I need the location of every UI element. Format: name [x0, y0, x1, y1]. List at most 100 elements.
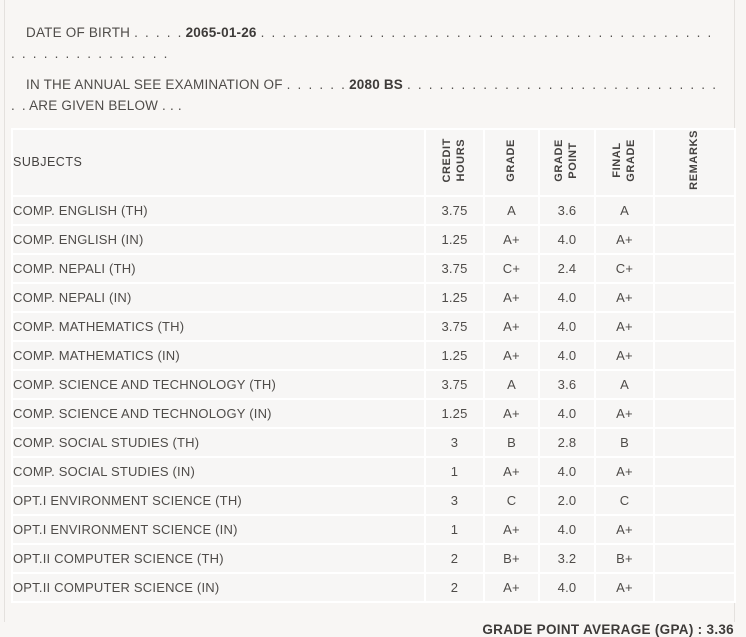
- final-grade-cell: C: [594, 484, 655, 516]
- remarks-cell: [653, 571, 736, 603]
- grade-point-cell: 4.0: [538, 513, 596, 545]
- remarks-label: REMARKS: [687, 130, 700, 190]
- final-grade-cell: B: [594, 426, 655, 458]
- exam-leader-dots-after: . . . . . . . . . . . . . . . . . . . . …: [11, 77, 717, 113]
- grade-cell: B+: [483, 542, 540, 574]
- table-row: OPT.II COMPUTER SCIENCE (TH) 2 B+ 3.2 B+: [11, 542, 736, 574]
- final-grade-cell: C+: [594, 252, 655, 284]
- gpa-label: GRADE POINT AVERAGE (GPA) :: [482, 621, 707, 637]
- grade-cell: B: [483, 426, 540, 458]
- credit-cell: 1: [424, 513, 485, 545]
- grade-cell: A+: [483, 397, 540, 429]
- grade-cell: A+: [483, 310, 540, 342]
- subject-cell: OPT.II COMPUTER SCIENCE (IN): [11, 571, 426, 603]
- grades-table: SUBJECTS CREDIT HOURS GRADE GRADE POINT …: [11, 128, 736, 603]
- grade-cell: A+: [483, 281, 540, 313]
- exam-line: IN THE ANNUAL SEE EXAMINATION OF . . . .…: [11, 74, 722, 116]
- final-grade-cell: A: [594, 194, 655, 226]
- final-grade-cell: B+: [594, 542, 655, 574]
- grade-cell: A: [483, 194, 540, 226]
- remarks-cell: [653, 194, 736, 226]
- remarks-cell: [653, 513, 736, 545]
- exam-leader-dots-before: . . . . . .: [286, 77, 346, 92]
- dob-leader-dots-before: . . . . .: [134, 25, 182, 40]
- grade-point-cell: 4.0: [538, 455, 596, 487]
- column-header-grade: GRADE: [483, 128, 540, 197]
- final-grade-cell: A+: [594, 281, 655, 313]
- final-grade-cell: A+: [594, 339, 655, 371]
- subject-cell: COMP. MATHEMATICS (IN): [11, 339, 426, 371]
- exam-label: IN THE ANNUAL SEE EXAMINATION OF: [26, 77, 283, 92]
- table-row: COMP. ENGLISH (TH) 3.75 A 3.6 A: [11, 194, 736, 226]
- grade-cell: A+: [483, 513, 540, 545]
- table-row: OPT.II COMPUTER SCIENCE (IN) 2 A+ 4.0 A+: [11, 571, 736, 603]
- grade-point-cell: 4.0: [538, 397, 596, 429]
- dob-leader-dots-after: . . . . . . . . . . . . . . . . . . . . …: [11, 25, 712, 61]
- final-grade-label: FINAL GRADE: [610, 138, 637, 182]
- table-row: COMP. MATHEMATICS (TH) 3.75 A+ 4.0 A+: [11, 310, 736, 342]
- credit-cell: 1: [424, 455, 485, 487]
- subject-cell: COMP. ENGLISH (IN): [11, 223, 426, 255]
- subject-cell: COMP. NEPALI (IN): [11, 281, 426, 313]
- exam-suffix: ARE GIVEN BELOW . . .: [29, 98, 182, 113]
- remarks-cell: [653, 339, 736, 371]
- grade-label: GRADE: [504, 138, 517, 182]
- exam-year-value: 2080 BS: [349, 77, 404, 92]
- remarks-cell: [653, 484, 736, 516]
- subject-cell: OPT.I ENVIRONMENT SCIENCE (TH): [11, 484, 426, 516]
- dob-label: DATE OF BIRTH: [26, 25, 131, 40]
- remarks-cell: [653, 426, 736, 458]
- final-grade-cell: A+: [594, 397, 655, 429]
- final-grade-cell: A+: [594, 455, 655, 487]
- grade-cell: A+: [483, 339, 540, 371]
- gpa-line: GRADE POINT AVERAGE (GPA) : 3.36: [11, 622, 734, 637]
- grade-point-cell: 4.0: [538, 223, 596, 255]
- grade-point-cell: 2.4: [538, 252, 596, 284]
- table-row: COMP. MATHEMATICS (IN) 1.25 A+ 4.0 A+: [11, 339, 736, 371]
- credit-cell: 1.25: [424, 281, 485, 313]
- credit-cell: 2: [424, 542, 485, 574]
- final-grade-cell: A: [594, 368, 655, 400]
- table-row: COMP. SCIENCE AND TECHNOLOGY (TH) 3.75 A…: [11, 368, 736, 400]
- table-row: OPT.I ENVIRONMENT SCIENCE (IN) 1 A+ 4.0 …: [11, 513, 736, 545]
- subject-cell: COMP. NEPALI (TH): [11, 252, 426, 284]
- column-header-grade-point: GRADE POINT: [538, 128, 596, 197]
- final-grade-cell: A+: [594, 223, 655, 255]
- subject-cell: COMP. SOCIAL STUDIES (IN): [11, 455, 426, 487]
- dob-line: DATE OF BIRTH . . . . . 2065-01-26 . . .…: [11, 22, 722, 64]
- remarks-cell: [653, 223, 736, 255]
- credit-hours-label: CREDIT HOURS: [440, 137, 467, 183]
- credit-cell: 1.25: [424, 339, 485, 371]
- grade-cell: A+: [483, 571, 540, 603]
- table-row: COMP. SOCIAL STUDIES (IN) 1 A+ 4.0 A+: [11, 455, 736, 487]
- remarks-cell: [653, 455, 736, 487]
- credit-cell: 3.75: [424, 368, 485, 400]
- remarks-cell: [653, 281, 736, 313]
- grade-point-cell: 3.2: [538, 542, 596, 574]
- grade-cell: A: [483, 368, 540, 400]
- table-row: COMP. SOCIAL STUDIES (TH) 3 B 2.8 B: [11, 426, 736, 458]
- grade-point-cell: 3.6: [538, 194, 596, 226]
- table-row: COMP. ENGLISH (IN) 1.25 A+ 4.0 A+: [11, 223, 736, 255]
- subject-cell: COMP. MATHEMATICS (TH): [11, 310, 426, 342]
- grade-cell: C+: [483, 252, 540, 284]
- table-row: COMP. SCIENCE AND TECHNOLOGY (IN) 1.25 A…: [11, 397, 736, 429]
- subject-cell: COMP. SCIENCE AND TECHNOLOGY (TH): [11, 368, 426, 400]
- credit-cell: 3.75: [424, 194, 485, 226]
- subject-cell: COMP. SOCIAL STUDIES (TH): [11, 426, 426, 458]
- subject-cell: OPT.I ENVIRONMENT SCIENCE (IN): [11, 513, 426, 545]
- column-header-remarks: REMARKS: [653, 128, 736, 197]
- gpa-value: 3.36: [706, 621, 734, 637]
- grade-point-cell: 2.0: [538, 484, 596, 516]
- credit-cell: 1.25: [424, 397, 485, 429]
- student-info-block: DATE OF BIRTH . . . . . 2065-01-26 . . .…: [5, 22, 734, 116]
- remarks-cell: [653, 252, 736, 284]
- remarks-cell: [653, 397, 736, 429]
- credit-cell: 3.75: [424, 310, 485, 342]
- remarks-cell: [653, 310, 736, 342]
- grade-point-cell: 4.0: [538, 310, 596, 342]
- grade-point-cell: 4.0: [538, 571, 596, 603]
- table-row: COMP. NEPALI (TH) 3.75 C+ 2.4 C+: [11, 252, 736, 284]
- credit-cell: 3.75: [424, 252, 485, 284]
- column-header-final-grade: FINAL GRADE: [594, 128, 655, 197]
